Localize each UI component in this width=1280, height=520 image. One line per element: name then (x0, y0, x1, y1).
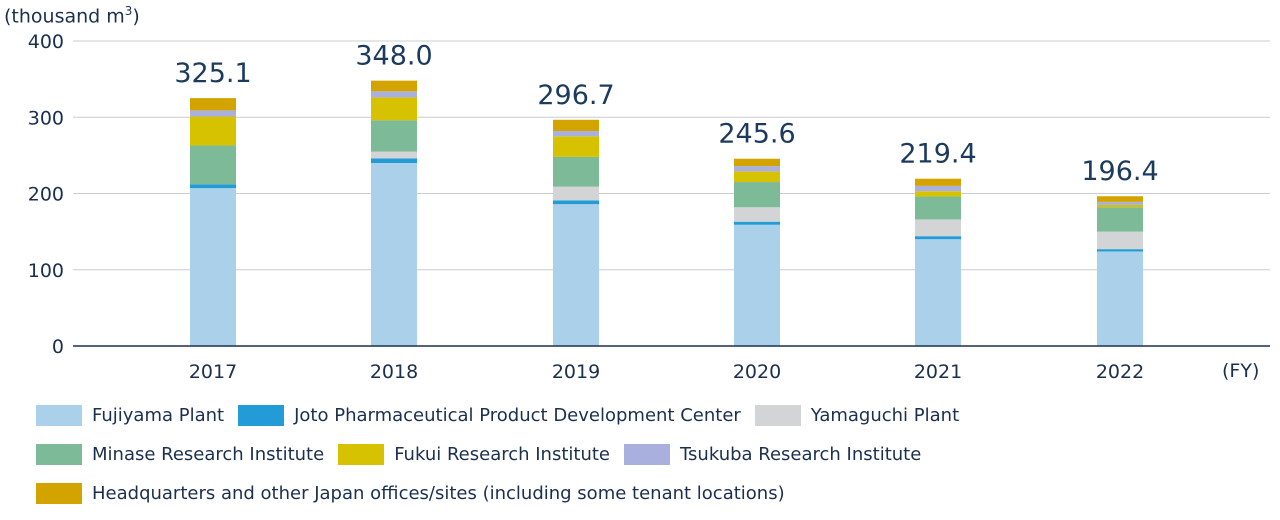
y-tick-label: 300 (28, 107, 64, 129)
legend-label: Headquarters and other Japan offices/sit… (92, 483, 785, 504)
legend: Fujiyama Plant Joto Pharmaceutical Produ… (36, 396, 1266, 513)
bar-segment (371, 80, 417, 92)
bar-segment (915, 236, 961, 240)
legend-swatch (36, 483, 82, 504)
legend-row: Fujiyama Plant Joto Pharmaceutical Produ… (36, 396, 1266, 435)
legend-row: Minase Research Institute Fukui Research… (36, 435, 1266, 474)
total-label: 196.4 (1081, 156, 1158, 187)
bar-segment (371, 158, 417, 163)
bar-segment (190, 98, 236, 111)
bar-segment (915, 196, 961, 220)
legend-item-minase: Minase Research Institute (36, 444, 324, 465)
bar-segment (553, 130, 599, 137)
bar-segment (553, 119, 599, 131)
legend-item-joto: Joto Pharmaceutical Product Development … (238, 405, 741, 426)
legend-swatch (754, 405, 801, 426)
y-tick-label: 0 (52, 336, 64, 358)
legend-item-headquarters: Headquarters and other Japan offices/sit… (36, 483, 785, 504)
bar-segment (1097, 196, 1143, 202)
bar-segment (371, 91, 417, 98)
legend-item-tsukuba: Tsukuba Research Institute (624, 444, 921, 465)
legend-label: Yamaguchi Plant (810, 405, 960, 426)
total-label: 325.1 (174, 58, 251, 89)
bar-segment (915, 178, 961, 186)
legend-label: Tsukuba Research Institute (680, 444, 922, 465)
y-tick-label: 200 (28, 184, 64, 206)
bar-segment (1097, 207, 1143, 232)
bar-segment (1097, 251, 1143, 346)
x-tick-label: 2018 (370, 361, 418, 383)
bar-segment (371, 151, 417, 159)
bar-segment (553, 136, 599, 157)
bar-segment (915, 239, 961, 346)
bar-segment (1097, 249, 1143, 252)
legend-swatch (36, 405, 82, 426)
x-tick-label: 2021 (914, 361, 962, 383)
bar-segment (915, 219, 961, 237)
bar-segment (1097, 231, 1143, 250)
bar-segment (1097, 204, 1143, 208)
legend-item-fukui: Fukui Research Institute (338, 444, 610, 465)
legend-label: Fujiyama Plant (92, 405, 225, 426)
legend-label: Minase Research Institute (92, 444, 325, 465)
legend-swatch (624, 444, 671, 465)
bar-segment (553, 204, 599, 346)
bar-segment (734, 171, 780, 183)
bar-segment (190, 116, 236, 146)
stacked-bar-chart: 0 100 200 300 400 325.1 2017 348.0 2018 296.7 2019… (28, 31, 1270, 383)
bar-segment (734, 182, 780, 208)
total-label: 348.0 (355, 41, 432, 72)
bar-segment (734, 207, 780, 222)
bar-segment (734, 158, 780, 167)
legend-label: Fukui Research Institute (394, 444, 611, 465)
x-tick-label: 2022 (1096, 361, 1144, 383)
bar-segment (190, 145, 236, 185)
bar-segment (734, 166, 780, 172)
bar-segment (371, 163, 417, 346)
y-tick-label: 400 (28, 31, 64, 53)
bar-segment (734, 221, 780, 225)
legend-swatch (338, 444, 385, 465)
total-label: 296.7 (537, 80, 614, 111)
bar-segment (190, 110, 236, 117)
y-axis-unit-label: (thousand m3) (4, 4, 140, 28)
legend-row: Headquarters and other Japan offices/sit… (36, 474, 1266, 513)
legend-swatch (36, 444, 82, 465)
bar-segment (371, 97, 417, 121)
legend-item-yamaguchi: Yamaguchi Plant (754, 405, 960, 426)
x-tick-label: 2020 (733, 361, 781, 383)
total-label: 219.4 (899, 139, 976, 170)
total-label: 245.6 (718, 119, 795, 150)
bar-segment (190, 184, 236, 189)
bar-segment (915, 185, 961, 192)
bar-segment (734, 224, 780, 346)
y-tick-label: 100 (28, 260, 64, 282)
legend-swatch (238, 405, 285, 426)
bar-segment (190, 188, 236, 346)
x-axis-unit-label: (FY) (1222, 360, 1260, 382)
bar-segment (371, 120, 417, 152)
bar-segment (553, 156, 599, 187)
x-tick-label: 2017 (189, 361, 237, 383)
x-tick-label: 2019 (552, 361, 600, 383)
bar-segment (915, 191, 961, 197)
legend-label: Joto Pharmaceutical Product Development … (294, 405, 741, 426)
bar-segment (1097, 201, 1143, 205)
bar-segment (553, 200, 599, 205)
legend-item-fujiyama: Fujiyama Plant (36, 405, 224, 426)
bar-segment (553, 186, 599, 201)
